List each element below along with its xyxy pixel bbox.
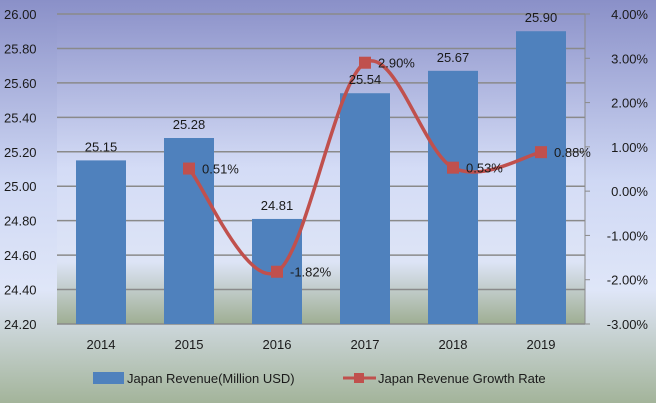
growth-value-label: 0.88% — [554, 145, 591, 160]
right-axis-tick-label: 3.00% — [611, 51, 648, 66]
growth-value-label: 0.51% — [202, 162, 239, 177]
left-axis-tick-label: 25.80 — [4, 41, 37, 56]
bar-2018 — [428, 70, 478, 324]
left-axis-tick-label: 25.40 — [4, 110, 37, 125]
legend-swatch-revenue — [93, 372, 124, 384]
growth-value-label: -1.82% — [290, 265, 332, 280]
x-axis-tick-label: 2018 — [439, 337, 468, 352]
legend-label-revenue: Japan Revenue(Million USD) — [127, 371, 295, 386]
growth-value-label: 2.90% — [378, 56, 415, 71]
right-axis-tick-label: 1.00% — [611, 140, 648, 155]
legend: Japan Revenue(Million USD) Japan Revenue… — [93, 371, 546, 386]
left-axis-tick-label: 24.80 — [4, 214, 37, 229]
right-axis-tick-label: 4.00% — [611, 7, 648, 22]
legend-label-growth: Japan Revenue Growth Rate — [378, 371, 546, 386]
bar-value-label: 25.28 — [173, 117, 206, 132]
bar-value-label: 25.90 — [525, 10, 558, 25]
growth-marker-2019 — [535, 146, 547, 159]
legend-swatch-growth-marker — [354, 373, 364, 383]
bar-2014 — [76, 160, 126, 324]
x-axis-tick-label: 2015 — [175, 337, 204, 352]
left-axis-tick-label: 25.00 — [4, 179, 37, 194]
growth-marker-2017 — [359, 56, 371, 69]
left-axis-tick-label: 25.60 — [4, 76, 37, 91]
growth-marker-2016 — [271, 265, 283, 278]
x-axis-tick-label: 2014 — [87, 337, 116, 352]
x-axis-tick-label: 2016 — [263, 337, 292, 352]
bar-value-label: 24.81 — [261, 198, 294, 213]
growth-marker-2018 — [447, 161, 459, 174]
x-axis-tick-label: 2019 — [527, 337, 556, 352]
x-axis-tick-label: 2017 — [351, 337, 380, 352]
left-axis-tick-label: 24.40 — [4, 283, 37, 298]
right-axis-tick-label: 0.00% — [611, 184, 648, 199]
growth-value-label: 0.53% — [466, 161, 503, 176]
right-axis-tick-label: -3.00% — [607, 317, 649, 332]
bar-value-label: 25.54 — [349, 72, 382, 87]
right-axis-tick-label: -2.00% — [607, 273, 649, 288]
growth-rate-line — [187, 59, 542, 276]
left-axis-tick-label: 24.20 — [4, 317, 37, 332]
right-axis-tick-label: -1.00% — [607, 228, 649, 243]
growth-marker-2015 — [183, 162, 195, 175]
left-axis-tick-label: 24.60 — [4, 248, 37, 263]
left-axis-tick-label: 25.20 — [4, 145, 37, 160]
bar-value-label: 25.67 — [437, 50, 470, 65]
bar-2017 — [340, 93, 390, 324]
left-axis-tick-label: 26.00 — [4, 7, 37, 22]
bar-value-label: 25.15 — [85, 139, 118, 154]
right-axis-tick-label: 2.00% — [611, 96, 648, 111]
bar-2019 — [516, 31, 566, 324]
